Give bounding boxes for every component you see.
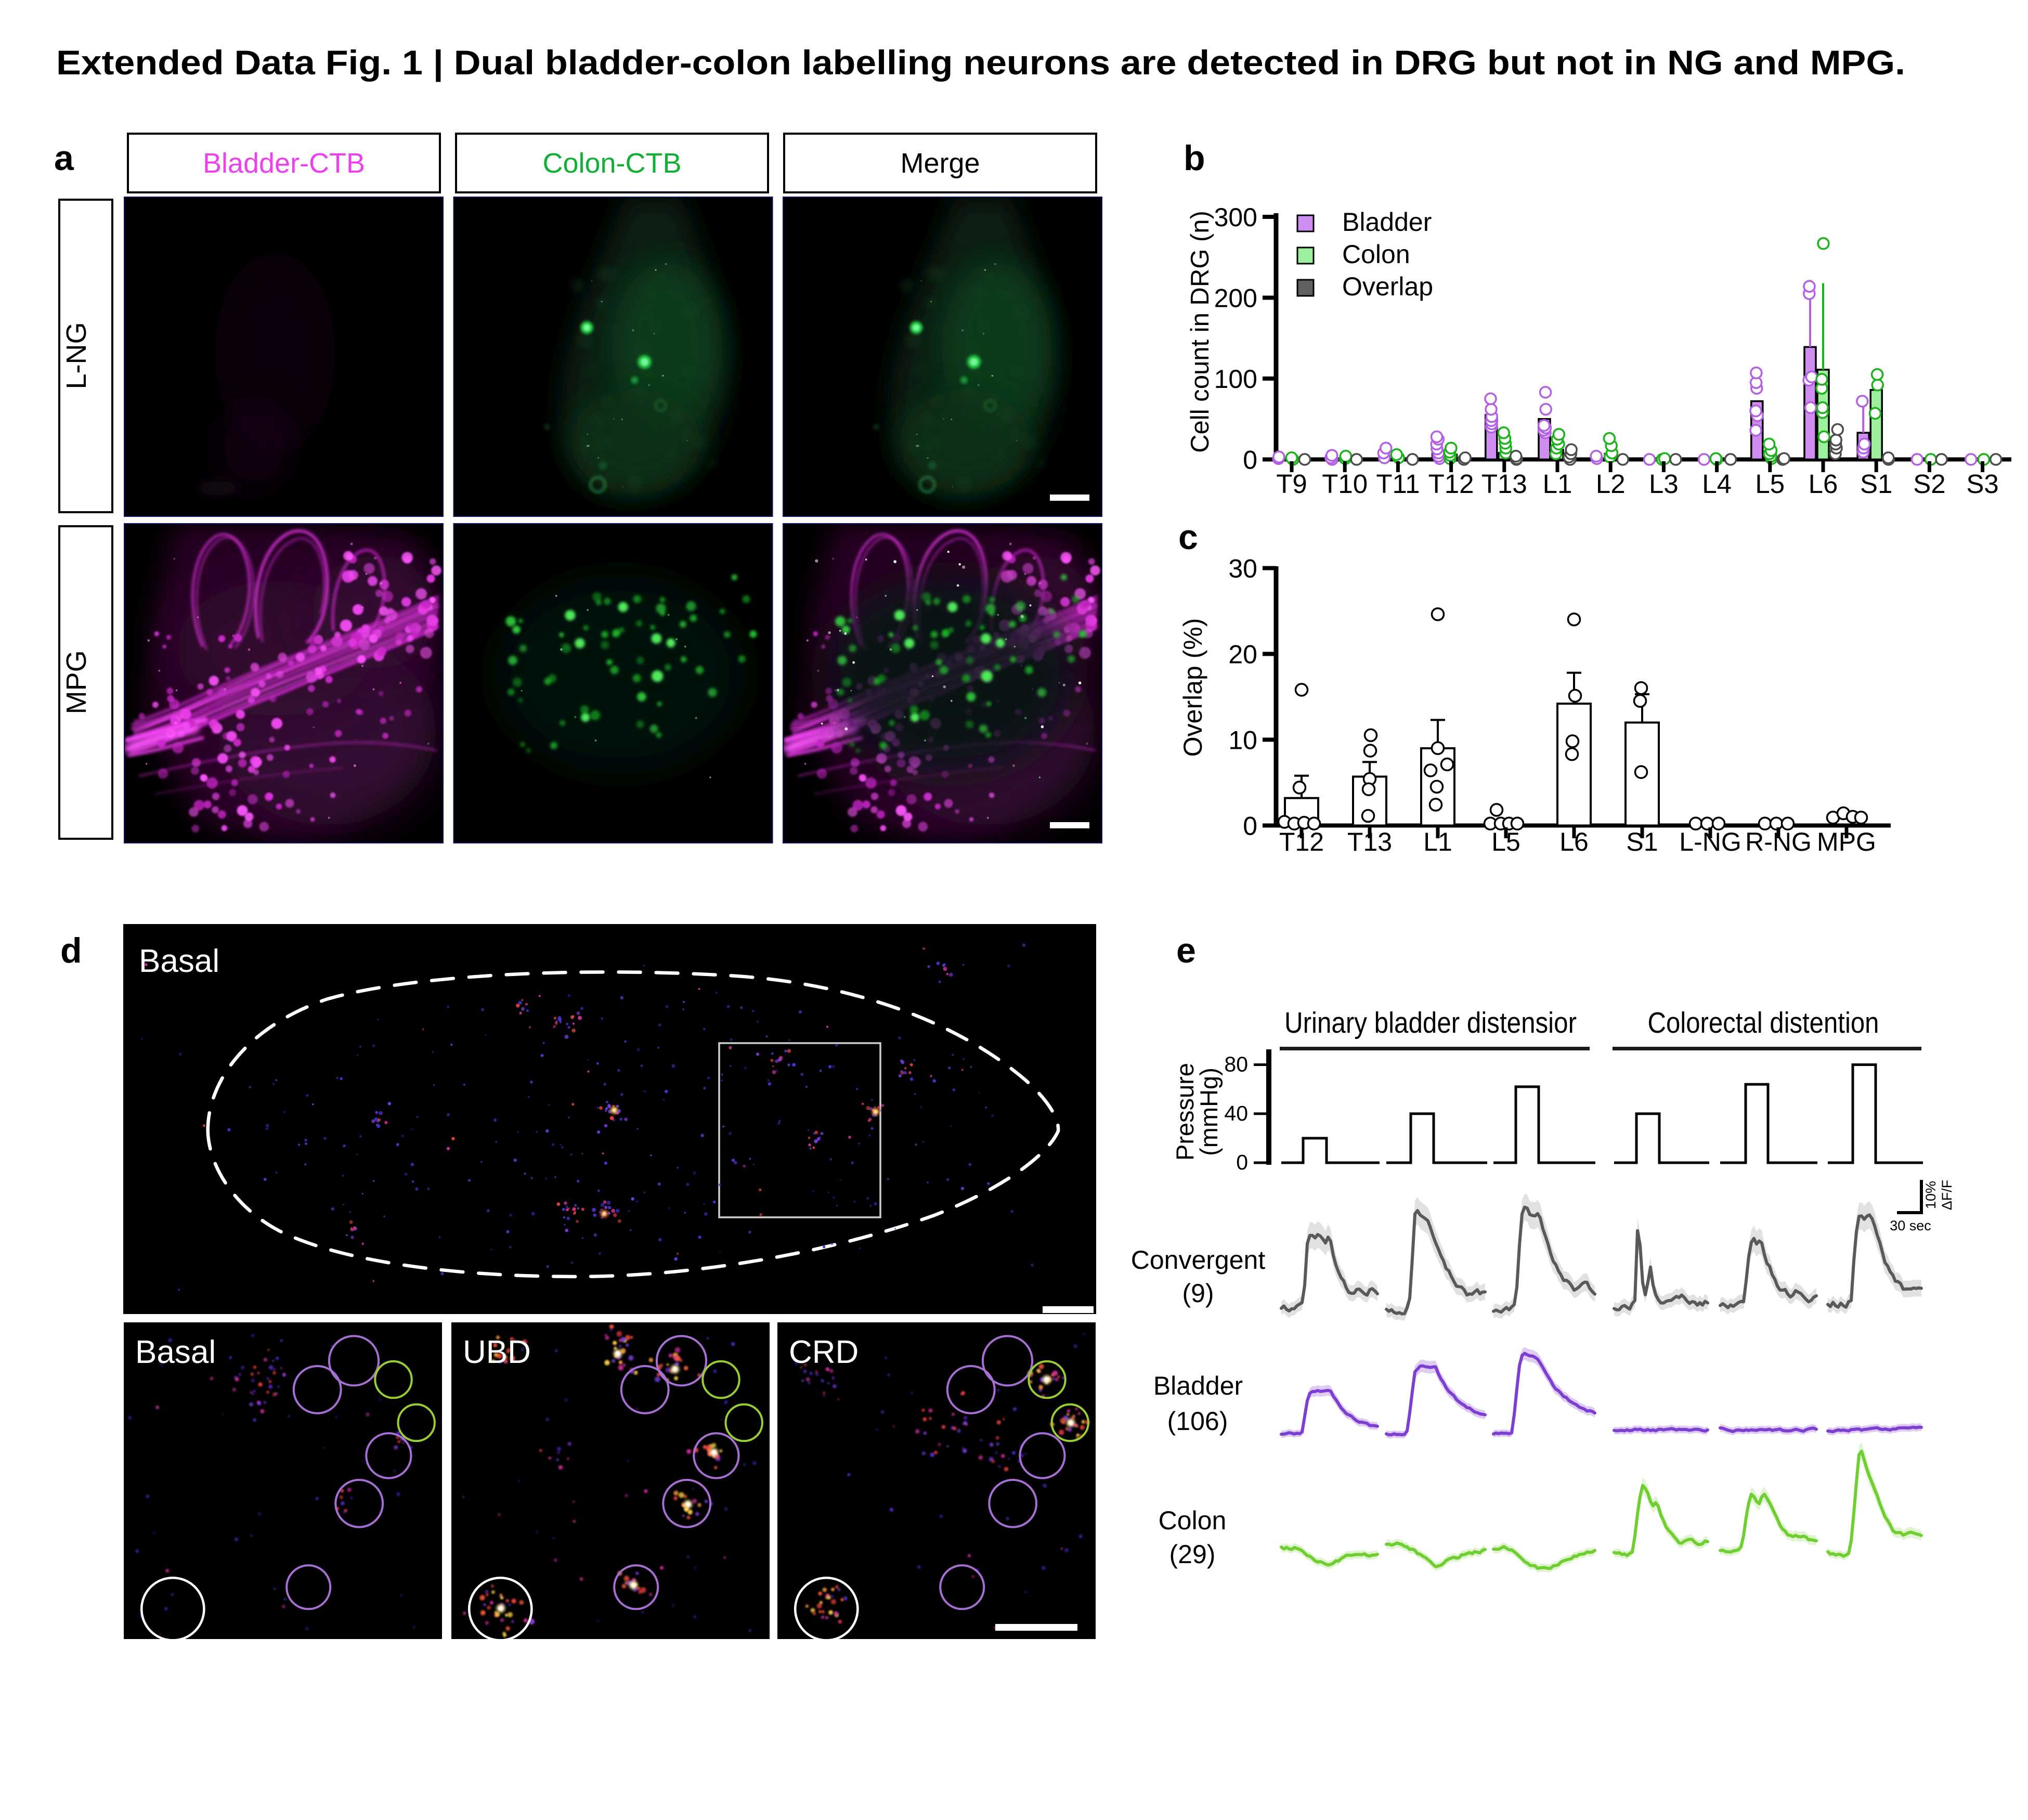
svg-text:L4: L4 <box>1702 469 1732 499</box>
svg-text:L6: L6 <box>1559 827 1589 856</box>
svg-text:L5: L5 <box>1491 827 1520 856</box>
svg-text:Overlap: Overlap <box>1342 272 1433 301</box>
svg-text:40: 40 <box>1224 1101 1248 1125</box>
svg-text:T12: T12 <box>1428 469 1474 499</box>
svg-text:(9): (9) <box>1182 1279 1214 1308</box>
svg-text:(mmHg): (mmHg) <box>1195 1068 1223 1156</box>
svg-text:(106): (106) <box>1167 1407 1228 1436</box>
svg-text:L1: L1 <box>1543 469 1572 499</box>
svg-text:30: 30 <box>1228 554 1257 583</box>
svg-text:Basal: Basal <box>139 943 219 979</box>
svg-text:S3: S3 <box>1966 469 1998 499</box>
svg-text:20: 20 <box>1228 640 1257 669</box>
svg-text:S2: S2 <box>1913 469 1945 499</box>
svg-text:T9: T9 <box>1276 469 1307 499</box>
svg-text:L5: L5 <box>1755 469 1785 499</box>
svg-text:Merge: Merge <box>900 148 980 179</box>
svg-text:S1: S1 <box>1626 827 1658 856</box>
svg-text:Bladder-CTB: Bladder-CTB <box>203 148 365 179</box>
svg-text:Colon: Colon <box>1159 1506 1227 1535</box>
svg-text:Overlap (%): Overlap (%) <box>1178 618 1207 757</box>
svg-text:CRD: CRD <box>789 1334 859 1370</box>
svg-text:MPG: MPG <box>1817 827 1876 856</box>
svg-text:c: c <box>1178 517 1198 557</box>
svg-text:L-NG: L-NG <box>61 322 92 389</box>
svg-text:L3: L3 <box>1649 469 1679 499</box>
svg-text:T12: T12 <box>1279 827 1324 856</box>
svg-text:b: b <box>1184 138 1205 178</box>
svg-text:300: 300 <box>1214 203 1257 232</box>
svg-text:a: a <box>54 138 74 178</box>
svg-text:L1: L1 <box>1423 827 1452 856</box>
svg-text:Extended Data Fig. 1 | Dual bl: Extended Data Fig. 1 | Dual bladder-colo… <box>56 43 1905 83</box>
svg-text:T11: T11 <box>1376 469 1420 499</box>
svg-text:L2: L2 <box>1596 469 1626 499</box>
svg-text:Colon-CTB: Colon-CTB <box>542 148 681 179</box>
svg-text:R-NG: R-NG <box>1745 827 1812 856</box>
svg-text:30 sec: 30 sec <box>1890 1218 1931 1233</box>
svg-text:T10: T10 <box>1322 469 1368 499</box>
svg-text:e: e <box>1176 931 1196 970</box>
svg-text:S1: S1 <box>1860 469 1892 499</box>
svg-text:T13: T13 <box>1481 469 1527 499</box>
svg-text:10: 10 <box>1228 726 1257 755</box>
svg-text:Basal: Basal <box>135 1334 216 1370</box>
svg-text:(29): (29) <box>1169 1540 1216 1569</box>
svg-text:MPG: MPG <box>61 650 92 714</box>
svg-text:L-NG: L-NG <box>1679 827 1741 856</box>
svg-text:T13: T13 <box>1347 827 1392 856</box>
svg-text:10%: 10% <box>1923 1181 1939 1209</box>
svg-text:80: 80 <box>1224 1052 1248 1076</box>
svg-text:100: 100 <box>1214 365 1257 394</box>
svg-text:d: d <box>60 931 82 970</box>
svg-text:Bladder: Bladder <box>1153 1371 1243 1400</box>
svg-text:Pressure: Pressure <box>1171 1063 1199 1161</box>
svg-text:UBD: UBD <box>463 1334 531 1370</box>
svg-text:0: 0 <box>1243 812 1257 841</box>
svg-text:Colon: Colon <box>1342 240 1410 269</box>
svg-text:Convergent: Convergent <box>1131 1245 1266 1275</box>
svg-text:Colorectal distention: Colorectal distention <box>1648 1006 1879 1039</box>
svg-text:L6: L6 <box>1809 469 1838 499</box>
svg-text:Cell count in DRG (n): Cell count in DRG (n) <box>1186 211 1214 453</box>
svg-text:ΔF/F: ΔF/F <box>1939 1180 1955 1211</box>
svg-text:0: 0 <box>1243 446 1257 475</box>
svg-text:Urinary bladder distensior: Urinary bladder distensior <box>1284 1006 1577 1039</box>
svg-text:0: 0 <box>1236 1150 1248 1174</box>
svg-text:200: 200 <box>1214 283 1257 313</box>
svg-text:Bladder: Bladder <box>1342 207 1432 237</box>
